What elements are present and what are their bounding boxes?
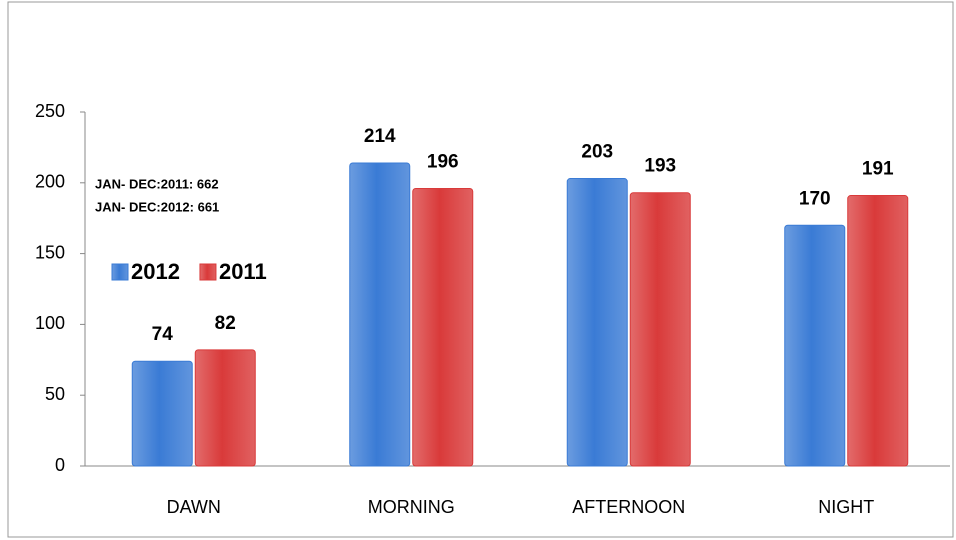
legend-swatch <box>111 263 129 281</box>
y-tick-label: 0 <box>55 455 65 475</box>
x-tick-label: AFTERNOON <box>572 497 685 517</box>
bar <box>349 162 411 467</box>
data-label: 214 <box>364 126 396 147</box>
data-label: 74 <box>152 324 174 345</box>
x-tick-label: MORNING <box>368 497 455 517</box>
y-tick-label: 250 <box>35 101 65 121</box>
bar <box>847 195 909 467</box>
data-label: 193 <box>644 156 676 177</box>
bar <box>131 360 193 467</box>
data-label: 203 <box>581 142 613 163</box>
legend-swatch <box>199 263 217 281</box>
legend-label: 2011 <box>219 259 267 284</box>
y-tick-label: 150 <box>35 242 65 262</box>
y-tick-label: 50 <box>45 384 65 404</box>
data-label: 191 <box>862 159 894 180</box>
y-tick-label: 100 <box>35 313 65 333</box>
chart-border <box>7 1 954 538</box>
bar <box>194 349 256 467</box>
legend-label: 2012 <box>131 259 180 284</box>
data-label: 170 <box>799 188 831 209</box>
annotation: JAN- DEC:2011: 662 <box>95 176 219 191</box>
annotation: JAN- DEC:2012: 661 <box>95 199 219 214</box>
data-label: 82 <box>215 313 236 334</box>
data-label: 196 <box>427 151 459 172</box>
bar <box>566 178 628 467</box>
bar <box>629 192 691 467</box>
bar <box>784 224 846 467</box>
x-tick-label: NIGHT <box>818 497 874 517</box>
y-tick-label: 200 <box>35 172 65 192</box>
bar <box>412 187 474 467</box>
x-tick-label: DAWN <box>167 497 221 517</box>
